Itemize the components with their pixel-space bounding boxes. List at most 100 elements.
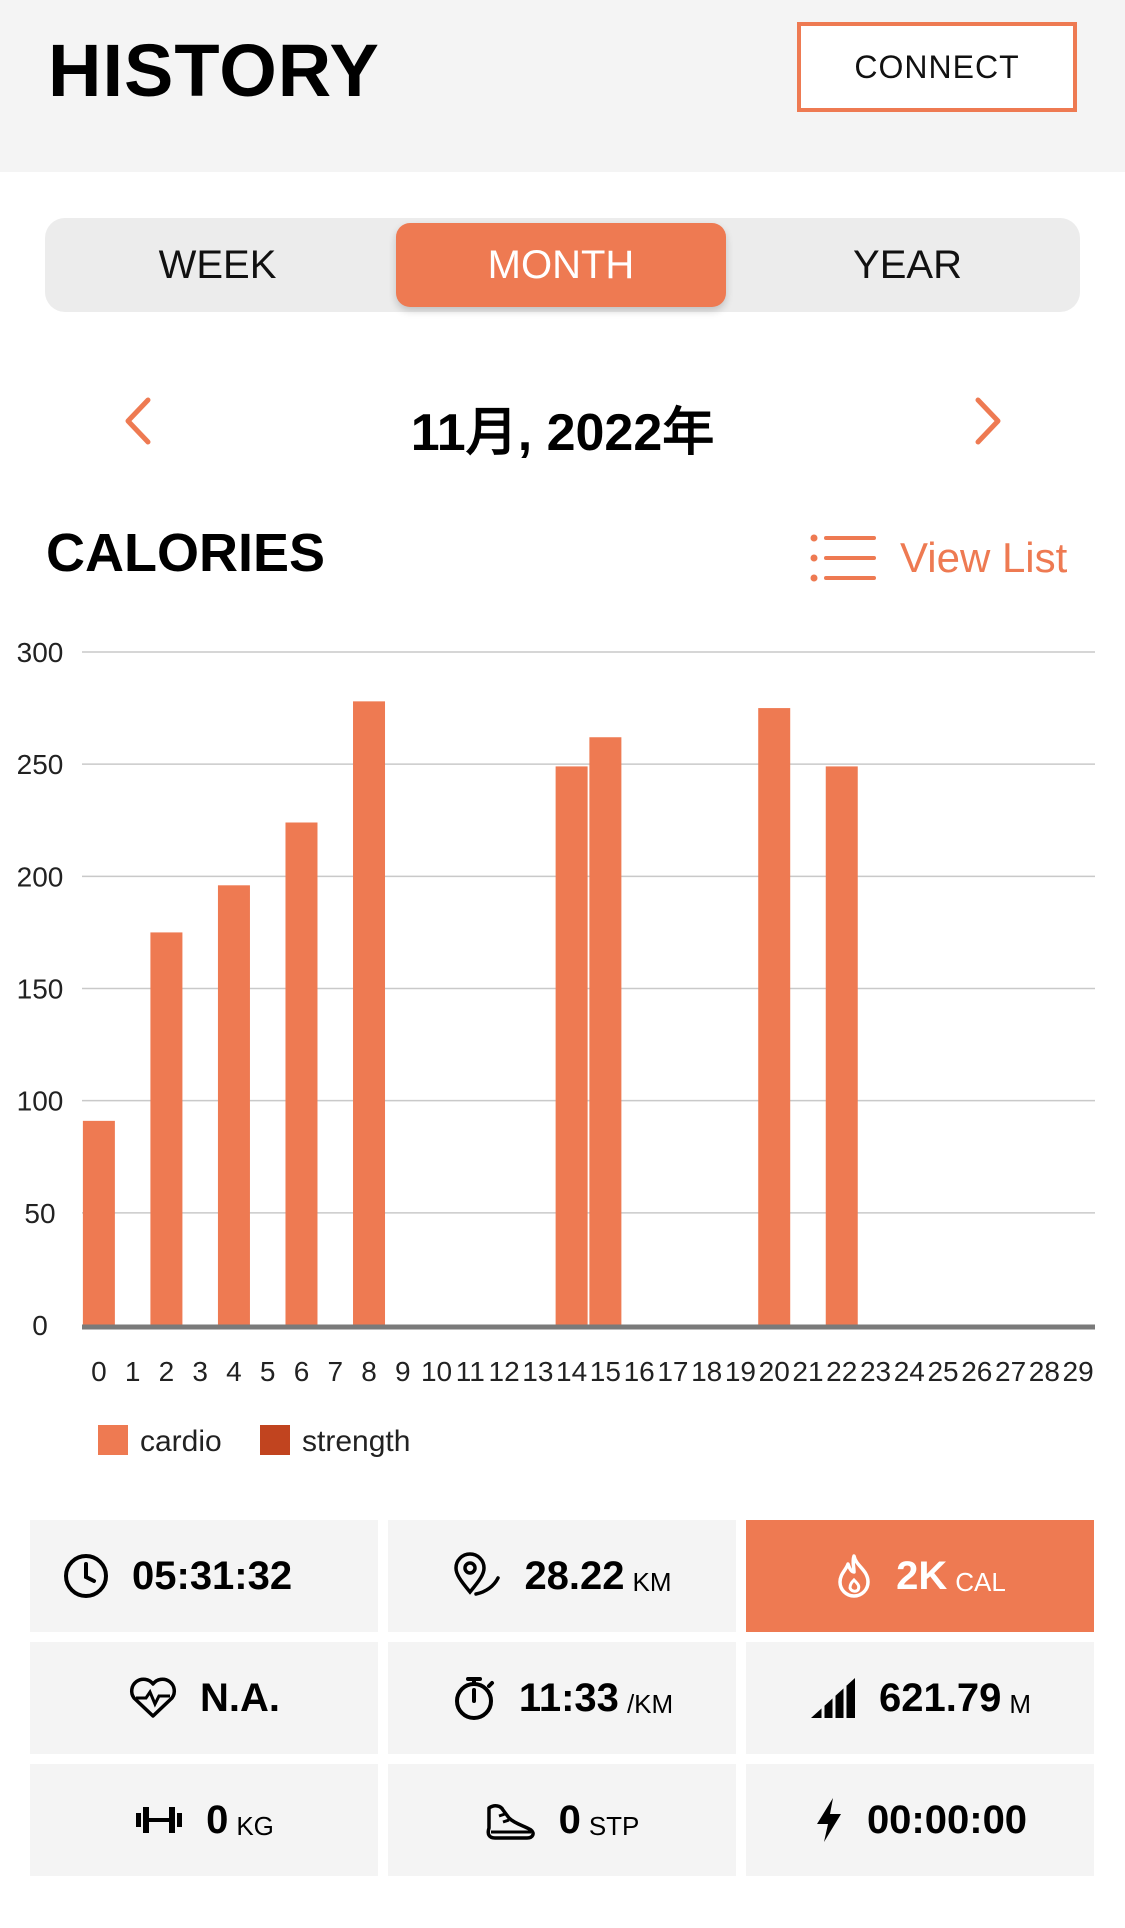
stat-steps: 0 STP [388,1764,736,1876]
lightning-icon [816,1798,841,1842]
stat-distance: 28.22 KM [388,1520,736,1632]
section-title: CALORIES [46,523,326,583]
stat-value: 00:00:00 [866,1797,1028,1842]
period-tabs: WEEK MONTH YEAR [45,218,1080,312]
bar-cardio [285,822,318,1325]
stat-calories: 2K CAL [746,1520,1094,1632]
stat-unit: KM [632,1566,672,1597]
bar-cardio [555,766,588,1325]
x-tick-label: 4 [226,1356,242,1387]
x-tick-label: 17 [657,1356,688,1387]
list-icon [810,534,876,582]
x-tick-label: 29 [1063,1356,1094,1387]
x-tick-label: 11 [456,1356,485,1387]
heart-rate-icon [129,1677,177,1718]
x-tick-label: 28 [1029,1356,1060,1387]
stat-pace: 11:33 /KM [388,1642,736,1754]
y-tick-label: 150 [17,974,64,1005]
x-tick-label: 27 [995,1356,1026,1387]
stat-weight: 0 KG [30,1764,378,1876]
tab-year[interactable]: YEAR [853,242,962,287]
view-list-button[interactable]: View List [810,528,1067,588]
x-tick-label: 0 [91,1356,107,1387]
bar-cardio [353,701,386,1325]
period-label: 11月, 2022年 [410,404,715,462]
tab-week[interactable]: WEEK [158,242,277,287]
x-tick-label: 19 [725,1356,756,1387]
x-tick-label: 14 [556,1356,587,1387]
legend-label-cardio: cardio [140,1425,222,1458]
x-tick-label: 1 [125,1356,141,1387]
legend-swatch-strength [260,1425,290,1455]
stat-value: 0 [206,1797,229,1842]
x-tick-label: 10 [421,1356,452,1387]
stat-heart-rate: N.A. [30,1642,378,1754]
y-tick-label: 100 [17,1086,64,1117]
x-tick-label: 24 [894,1356,925,1387]
stat-duration: 05:31:32 [30,1520,378,1632]
previous-period-button[interactable] [118,396,158,446]
stat-unit: CAL [955,1566,1006,1597]
stat-unit: /KM [626,1688,674,1719]
bar-cardio [82,1120,115,1325]
stat-elevation: 621.79 M [746,1642,1094,1754]
stat-value: 2K [896,1553,948,1598]
stat-value: N.A. [200,1675,280,1720]
view-list-label: View List [900,534,1068,581]
x-tick-label: 15 [590,1356,621,1387]
x-tick-label: 13 [522,1356,553,1387]
x-tick-label: 12 [489,1356,520,1387]
y-tick-label: 200 [17,861,64,892]
y-tick-label: 300 [17,637,64,668]
stat-value: 28.22 [524,1553,625,1598]
x-tick-label: 16 [624,1356,655,1387]
y-tick-label: 250 [17,749,64,780]
x-tick-label: 6 [294,1356,310,1387]
next-period-button[interactable] [968,396,1008,446]
y-tick-label: 0 [32,1310,48,1341]
page-title: HISTORY [48,29,380,112]
stat-value: 05:31:32 [132,1553,293,1598]
bar-cardio [150,932,183,1325]
chevron-left-icon [125,397,151,445]
calories-chart: 0 50 100 150 200 250 300 0 1 2 3 4 5 6 7 8 9 10 11 12 13 14 15… [0,620,1125,1460]
x-tick-label: 25 [927,1356,958,1387]
stat-value: 11:33 [518,1675,619,1720]
route-pin-icon [454,1552,501,1596]
stat-unit: M [1009,1688,1031,1719]
x-tick-label: 26 [961,1356,992,1387]
x-tick-label: 8 [361,1356,377,1387]
bar-cardio [758,708,791,1325]
flame-icon [838,1554,870,1598]
header: HISTORY CONNECT [0,0,1125,172]
x-tick-label: 20 [759,1356,790,1387]
x-tick-label: 7 [327,1356,343,1387]
chevron-right-icon [975,397,1001,445]
stopwatch-icon [454,1677,494,1720]
tab-month[interactable]: MONTH [396,223,726,307]
x-tick-label: 22 [826,1356,857,1387]
stat-unit: KG [236,1810,274,1841]
stat-power-time: 00:00:00 [746,1764,1094,1876]
bar-cardio [825,766,858,1325]
bar-cardio [589,737,622,1325]
stat-unit: STP [588,1810,640,1841]
connect-button[interactable]: CONNECT [797,22,1077,112]
legend-label-strength: strength [302,1425,410,1458]
y-tick-label: 50 [24,1198,55,1229]
x-tick-label: 3 [192,1356,208,1387]
x-tick-label: 18 [691,1356,722,1387]
x-tick-label: 5 [260,1356,276,1387]
bar-cardio [217,885,250,1325]
period-navigation: 11月, 2022年 [0,380,1125,462]
elevation-icon [810,1678,855,1718]
x-tick-label: 9 [395,1356,411,1387]
dumbbell-icon [136,1807,183,1833]
x-tick-label: 23 [860,1356,891,1387]
x-tick-label: 21 [792,1356,823,1387]
x-tick-label: 2 [159,1356,175,1387]
shoe-icon [486,1804,535,1840]
legend-swatch-cardio [98,1425,128,1455]
clock-icon [64,1554,108,1598]
